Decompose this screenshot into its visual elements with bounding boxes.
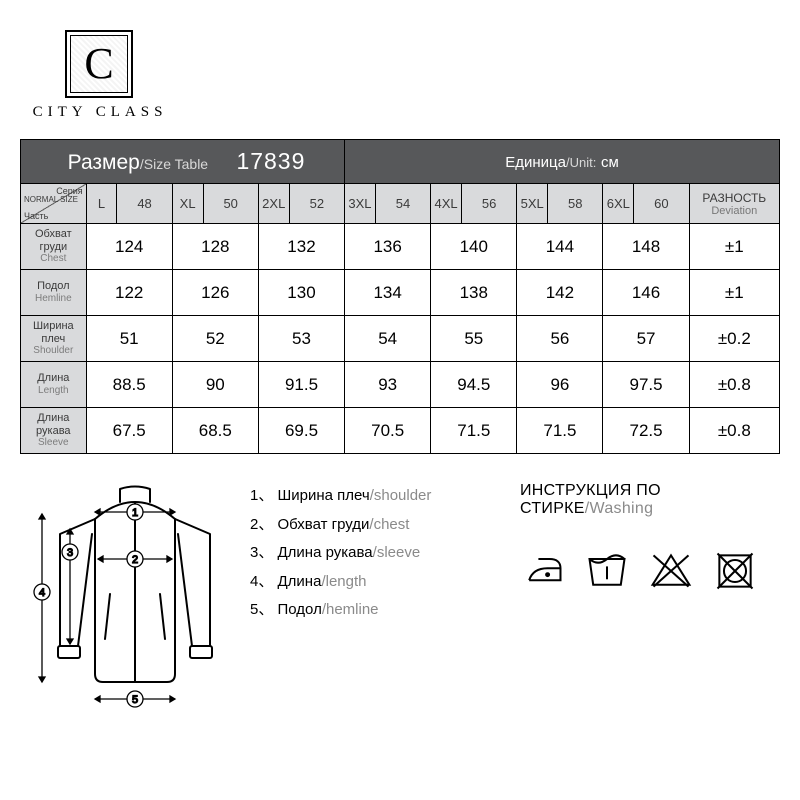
value-cell: 140: [431, 224, 517, 270]
value-cell: 132: [258, 224, 344, 270]
deviation-col: РАЗНОСТЬ Deviation: [689, 184, 779, 224]
product-code: 17839: [236, 148, 305, 174]
iron-icon: [520, 548, 566, 594]
row-label: ДлинаLength: [21, 362, 87, 408]
value-cell: 69.5: [258, 408, 344, 454]
row-label: ПодолHemline: [21, 270, 87, 316]
value-cell: 122: [86, 270, 172, 316]
num-col: 50: [203, 184, 258, 224]
value-cell: 53: [258, 316, 344, 362]
legend-item: 5、 Подол/hemline: [250, 596, 520, 625]
num-col: 54: [375, 184, 430, 224]
washing-panel: ИНСТРУКЦИЯ ПО СТИРКЕ/Washing: [520, 474, 780, 594]
jacket-diagram: 1 2 3: [20, 474, 250, 719]
size-table: Размер/Size Table 17839 Единица/Unit: см…: [20, 139, 780, 454]
table-row: Длина рукаваSleeve67.568.569.570.571.571…: [21, 408, 780, 454]
value-cell: 124: [86, 224, 172, 270]
value-cell: 56: [517, 316, 603, 362]
value-cell: 51: [86, 316, 172, 362]
deviation-cell: ±0.2: [689, 316, 779, 362]
value-cell: 70.5: [345, 408, 431, 454]
table-title-row: Размер/Size Table 17839 Единица/Unit: см: [21, 140, 780, 184]
size-col: 3XL: [345, 184, 376, 224]
size-col: 4XL: [431, 184, 462, 224]
num-col: 48: [117, 184, 172, 224]
logo-frame: C: [65, 30, 133, 98]
value-cell: 88.5: [86, 362, 172, 408]
table-row: ДлинаLength88.59091.59394.59697.5±0.8: [21, 362, 780, 408]
value-cell: 71.5: [431, 408, 517, 454]
value-cell: 57: [603, 316, 689, 362]
value-cell: 96: [517, 362, 603, 408]
dry-icon: [584, 548, 630, 594]
table-title-ru: Размер: [68, 151, 140, 174]
value-cell: 67.5: [86, 408, 172, 454]
size-col: L: [86, 184, 117, 224]
value-cell: 54: [345, 316, 431, 362]
num-col: 60: [634, 184, 689, 224]
legend-item: 4、 Длина/length: [250, 568, 520, 597]
value-cell: 55: [431, 316, 517, 362]
value-cell: 91.5: [258, 362, 344, 408]
no-tumble-dry-icon: [712, 548, 758, 594]
value-cell: 148: [603, 224, 689, 270]
value-cell: 138: [431, 270, 517, 316]
size-col: 2XL: [258, 184, 289, 224]
value-cell: 128: [172, 224, 258, 270]
size-col: 5XL: [517, 184, 548, 224]
value-cell: 126: [172, 270, 258, 316]
value-cell: 52: [172, 316, 258, 362]
value-cell: 71.5: [517, 408, 603, 454]
value-cell: 144: [517, 224, 603, 270]
table-row: Обхват грудиChest124128132136140144148±1: [21, 224, 780, 270]
value-cell: 146: [603, 270, 689, 316]
row-label: Длина рукаваSleeve: [21, 408, 87, 454]
table-title-en: Size Table: [144, 156, 208, 172]
value-cell: 134: [345, 270, 431, 316]
num-col: 52: [289, 184, 344, 224]
svg-text:3: 3: [67, 547, 73, 559]
value-cell: 94.5: [431, 362, 517, 408]
no-bleach-icon: [648, 548, 694, 594]
value-cell: 68.5: [172, 408, 258, 454]
table-header-row: Серия NORMAL SIZE Часть L48 XL50 2XL52 3…: [21, 184, 780, 224]
legend-item: 2、 Обхват груди/chest: [250, 511, 520, 540]
legend-item: 1、 Ширина плеч/shoulder: [250, 482, 520, 511]
washing-title-en: Washing: [590, 500, 654, 517]
unit-label-en: Unit:: [570, 155, 597, 170]
table-row: ПодолHemline122126130134138142146±1: [21, 270, 780, 316]
deviation-cell: ±0.8: [689, 362, 779, 408]
num-col: 58: [548, 184, 603, 224]
brand-name: CITY CLASS: [25, 104, 175, 121]
brand-logo: C CITY CLASS: [65, 30, 790, 121]
unit-label-ru: Единица: [505, 154, 566, 171]
deviation-cell: ±0.8: [689, 408, 779, 454]
size-col: XL: [172, 184, 203, 224]
legend-item: 3、 Длина рукава/sleeve: [250, 539, 520, 568]
deviation-cell: ±1: [689, 224, 779, 270]
svg-text:5: 5: [132, 694, 138, 706]
value-cell: 90: [172, 362, 258, 408]
row-label: Ширина плечShoulder: [21, 316, 87, 362]
num-col: 56: [461, 184, 516, 224]
bottom-panel: 1 2 3: [20, 474, 780, 719]
value-cell: 72.5: [603, 408, 689, 454]
value-cell: 130: [258, 270, 344, 316]
table-row: Ширина плечShoulder51525354555657±0.2: [21, 316, 780, 362]
svg-text:2: 2: [132, 554, 138, 566]
svg-text:4: 4: [39, 587, 45, 599]
measurement-legend: 1、 Ширина плеч/shoulder2、 Обхват груди/c…: [250, 474, 520, 625]
logo-letter: C: [84, 42, 113, 86]
row-label: Обхват грудиChest: [21, 224, 87, 270]
size-col: 6XL: [603, 184, 634, 224]
value-cell: 136: [345, 224, 431, 270]
svg-text:1: 1: [132, 507, 138, 519]
value-cell: 97.5: [603, 362, 689, 408]
corner-cell: Серия NORMAL SIZE Часть: [21, 184, 87, 224]
value-cell: 142: [517, 270, 603, 316]
deviation-cell: ±1: [689, 270, 779, 316]
value-cell: 93: [345, 362, 431, 408]
unit-value: см: [601, 154, 619, 171]
